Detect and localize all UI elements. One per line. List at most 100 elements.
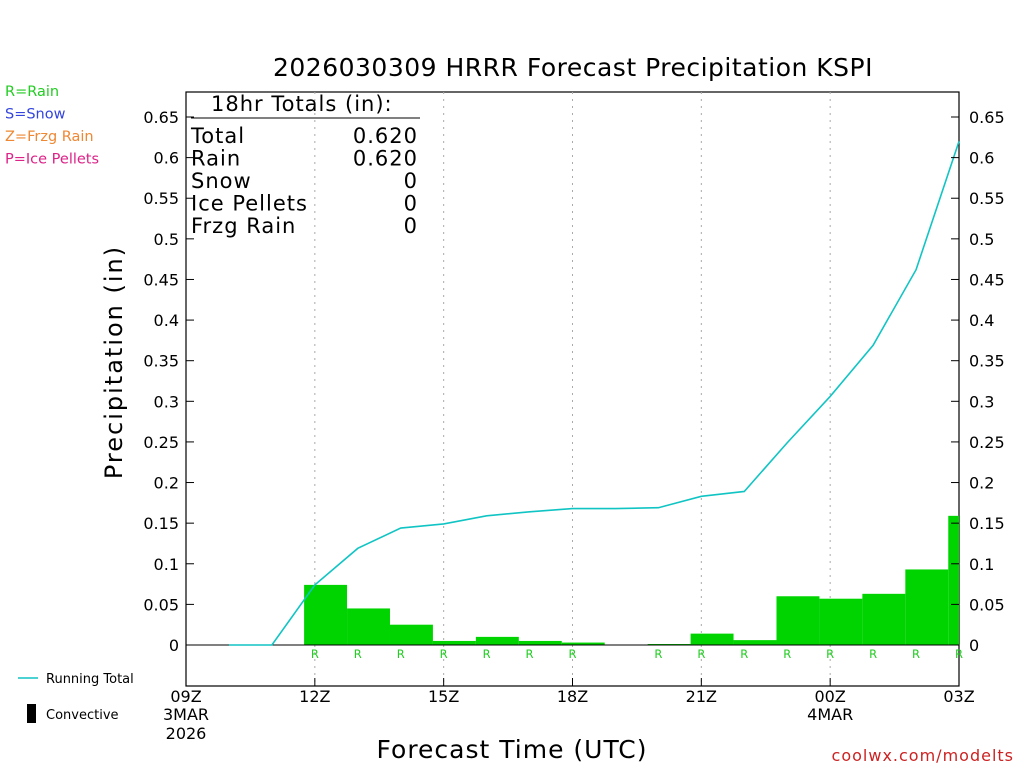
x-axis-label: Forecast Time (UTC) [377,735,648,764]
precip-bar [733,640,777,645]
x-tick-label: 12Z [299,687,330,706]
precip-bar [518,640,562,645]
y-tick-label-right: 0.2 [969,474,994,493]
precip-bar [776,596,820,645]
chart-title: 2026030309 HRRR Forecast Precipitation K… [273,53,873,82]
x-tick-label: 21Z [686,687,717,706]
precip-type-marker: R [740,647,748,661]
running-total-legend-label: Running Total [46,672,134,687]
convective-legend-swatch [27,704,36,723]
precip-bar [561,642,605,645]
y-tick-label-right: 0.15 [969,514,1005,533]
y-tick-label-right: 0.55 [969,189,1005,208]
totals-row-label: Ice Pellets [191,192,308,216]
x-tick-label: 15Z [428,687,459,706]
totals-box: 18hr Totals (in): Total 0.620 Rain 0.620 Sno… [190,92,420,238]
y-tick-label-right: 0.05 [969,595,1005,614]
y-axis-label: Precipitation (in) [100,245,128,479]
y-tick-label-left: 0.15 [143,514,179,533]
precip-type-marker: R [440,647,448,661]
totals-row-label: Total [190,124,245,148]
y-tick-label-right: 0.3 [969,392,994,411]
x-tick-label: 00Z [815,687,846,706]
totals-row-value: 0.620 [353,147,418,171]
type-legend-item: S=Snow [5,107,66,123]
type-legend-item: P=Ice Pellets [5,152,99,168]
totals-row-value: 0.620 [353,124,418,148]
precip-bar [905,569,949,645]
y-tick-label-left: 0.45 [143,270,179,289]
y-tick-label-left: 0.35 [143,352,179,371]
credit-text: coolwx.com/modelts [832,746,1014,765]
y-tick-label-right: 0.35 [969,352,1005,371]
precip-bars [304,515,959,645]
y-axis-left: 0 0.05 0.1 0.15 0.2 0.25 0.3 0.35 0.4 0.45 0.5 0.55… [143,108,194,655]
precip-bar [862,593,906,645]
y-tick-label-left: 0.1 [154,555,179,574]
precip-type-marker: R [311,647,319,661]
precip-type-marker: R [526,647,534,661]
y-tick-label-left: 0.5 [154,230,179,249]
precip-bar [432,640,476,645]
y-tick-label-left: 0.4 [154,311,179,330]
y-tick-label-right: 0.6 [969,149,994,168]
y-tick-label-right: 0.4 [969,311,994,330]
y-tick-label-left: 0.6 [154,149,179,168]
precip-type-marker: R [955,647,963,661]
x-tick-label: 03Z [943,687,974,706]
precip-type-marker: R [483,647,491,661]
totals-row-value: 0 [404,169,418,193]
y-tick-label-left: 0 [169,636,179,655]
y-tick-label-left: 0.3 [154,392,179,411]
x-tick-date: 3MAR [163,705,209,724]
precip-type-marker: R [783,647,791,661]
precip-bar [690,633,734,645]
y-tick-label-left: 0.2 [154,474,179,493]
precip-type-legend: R=Rain S=Snow Z=Frzg Rain P=Ice Pellets [5,84,99,168]
x-tick-label: 18Z [557,687,588,706]
type-legend-item: Z=Frzg Rain [5,129,94,145]
x-tick-date: 4MAR [807,705,853,724]
y-axis-right: 0 0.05 0.1 0.15 0.2 0.25 0.3 0.35 0.4 0.45 0.5 0.55… [951,108,1005,655]
convective-legend-label: Convective [46,708,119,723]
precip-bar [347,608,390,645]
x-tick-label: 09Z [170,687,201,706]
precip-bar [819,598,863,645]
y-tick-label-left: 0.25 [143,433,179,452]
type-legend-item: R=Rain [5,84,59,100]
precip-bar [475,636,519,645]
totals-header: 18hr Totals (in): [211,92,393,116]
y-tick-label-right: 0 [969,636,979,655]
totals-row-value: 0 [404,192,418,216]
precip-type-marker: R [697,647,705,661]
precip-type-marker: R [869,647,877,661]
y-tick-label-left: 0.55 [143,189,179,208]
precip-type-marker: R [569,647,577,661]
y-tick-label-right: 0.1 [969,555,994,574]
precip-bar [948,515,959,645]
y-tick-label-right: 0.25 [969,433,1005,452]
totals-row-label: Snow [191,169,252,193]
precip-type-marker: R [354,647,362,661]
precip-type-marker: R [654,647,662,661]
precip-type-marker: R [826,647,834,661]
totals-row-label: Rain [191,147,241,171]
y-tick-label-right: 0.45 [969,270,1005,289]
totals-row-label: Frzg Rain [191,214,296,238]
x-tick-year: 2026 [166,724,207,743]
precip-type-marker: R [912,647,920,661]
precip-bar [304,584,348,645]
series-legend: Running Total Convective [18,672,134,723]
y-tick-label-right: 0.5 [969,230,994,249]
running-total-line [228,141,960,646]
y-tick-label-left: 0.05 [143,595,179,614]
y-tick-label-left: 0.65 [143,108,179,127]
totals-row-value: 0 [404,214,418,238]
precip-bar [389,624,433,645]
vertical-gridlines [314,92,831,686]
precip-type-marker: R [397,647,405,661]
y-tick-label-right: 0.65 [969,108,1005,127]
